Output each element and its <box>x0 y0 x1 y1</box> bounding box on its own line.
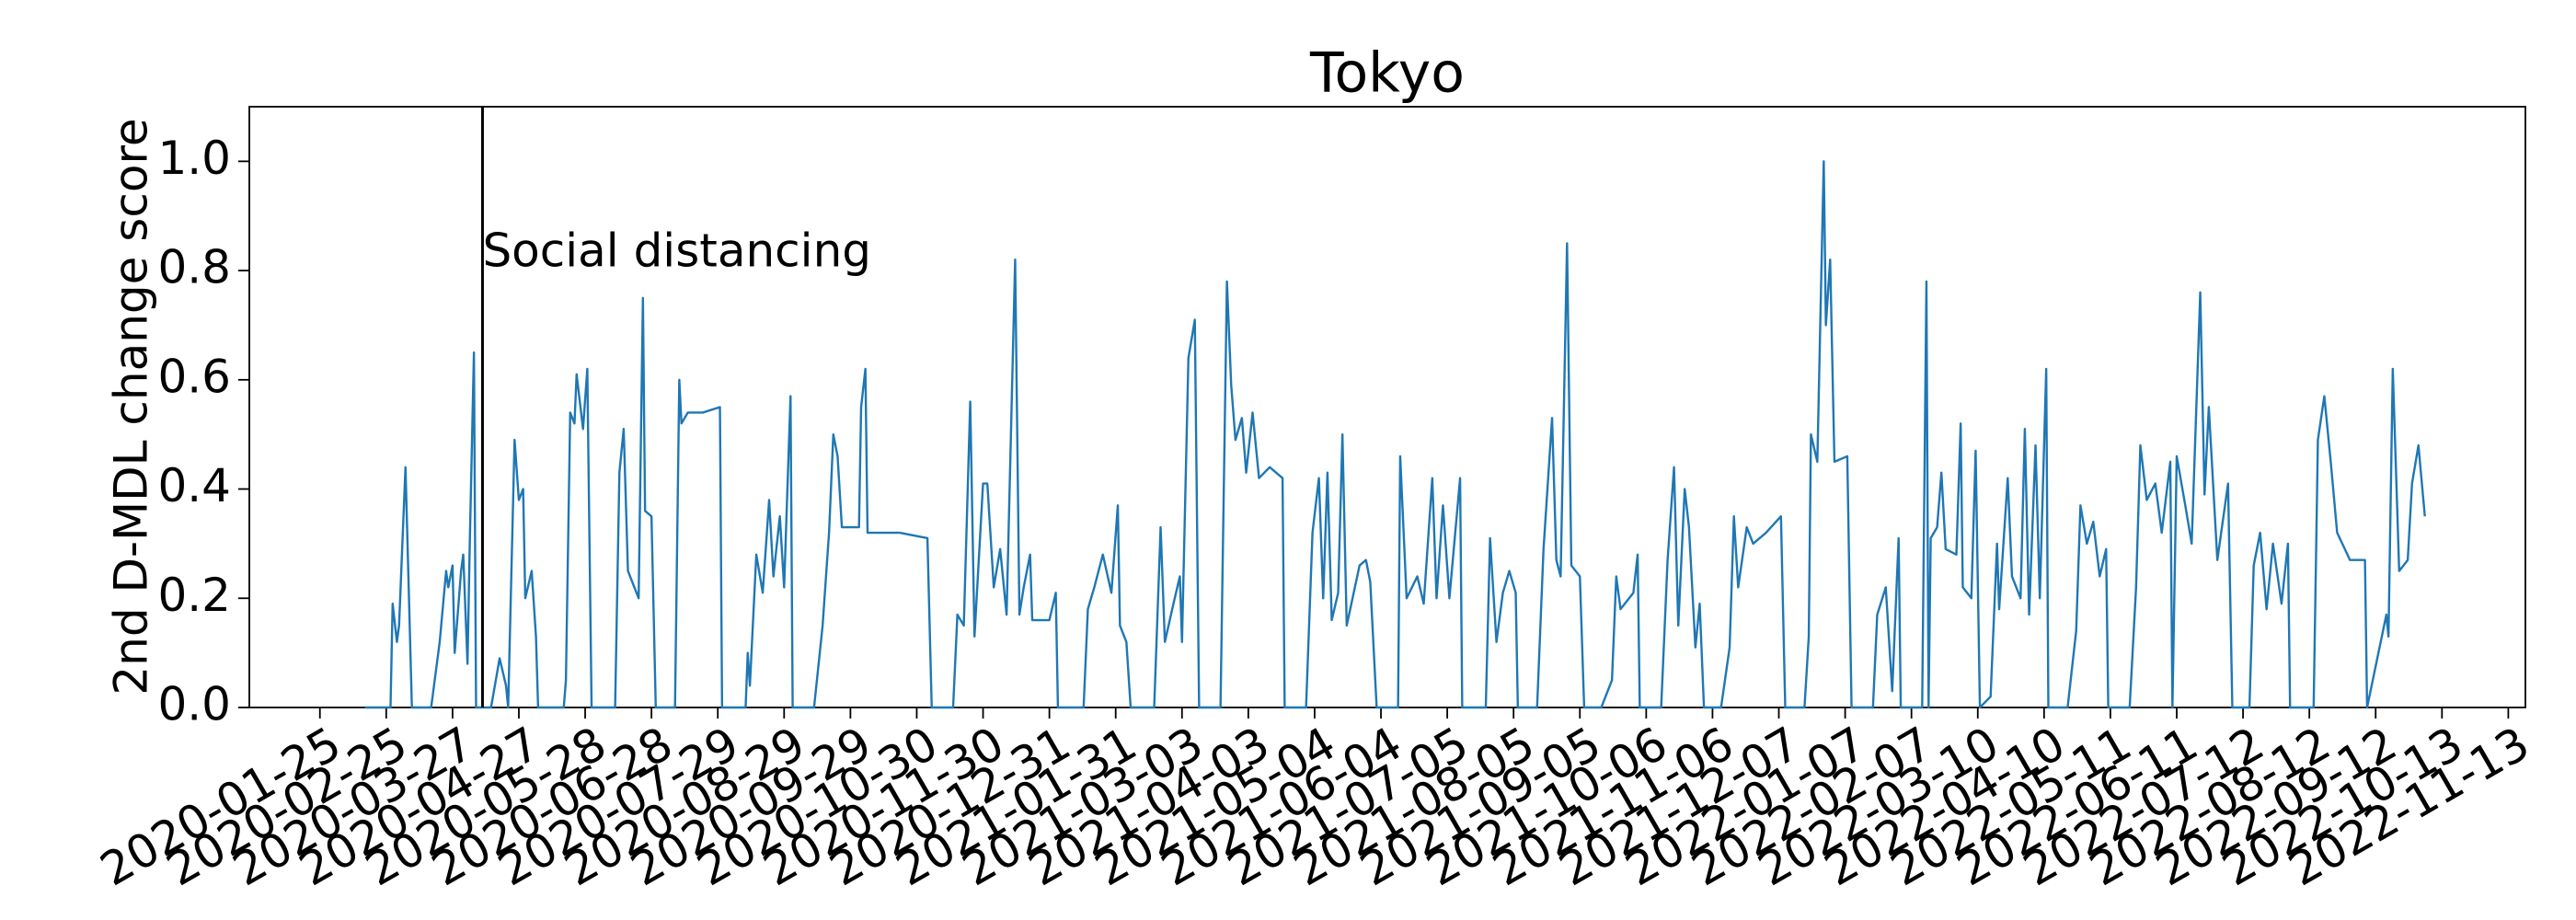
y-tick-label: 0.8 <box>157 241 231 294</box>
annotation-text: Social distancing <box>482 224 871 277</box>
y-tick-label: 0.2 <box>157 569 231 622</box>
y-tick-label: 0.0 <box>157 678 231 731</box>
y-tick-label: 1.0 <box>157 132 231 185</box>
data-line <box>364 160 2426 709</box>
y-tick-label: 0.6 <box>157 350 231 403</box>
y-axis-label: 2nd D-MDL change score <box>105 118 158 695</box>
y-tick-label: 0.4 <box>157 459 231 512</box>
chart-title: Tokyo <box>1309 41 1465 106</box>
